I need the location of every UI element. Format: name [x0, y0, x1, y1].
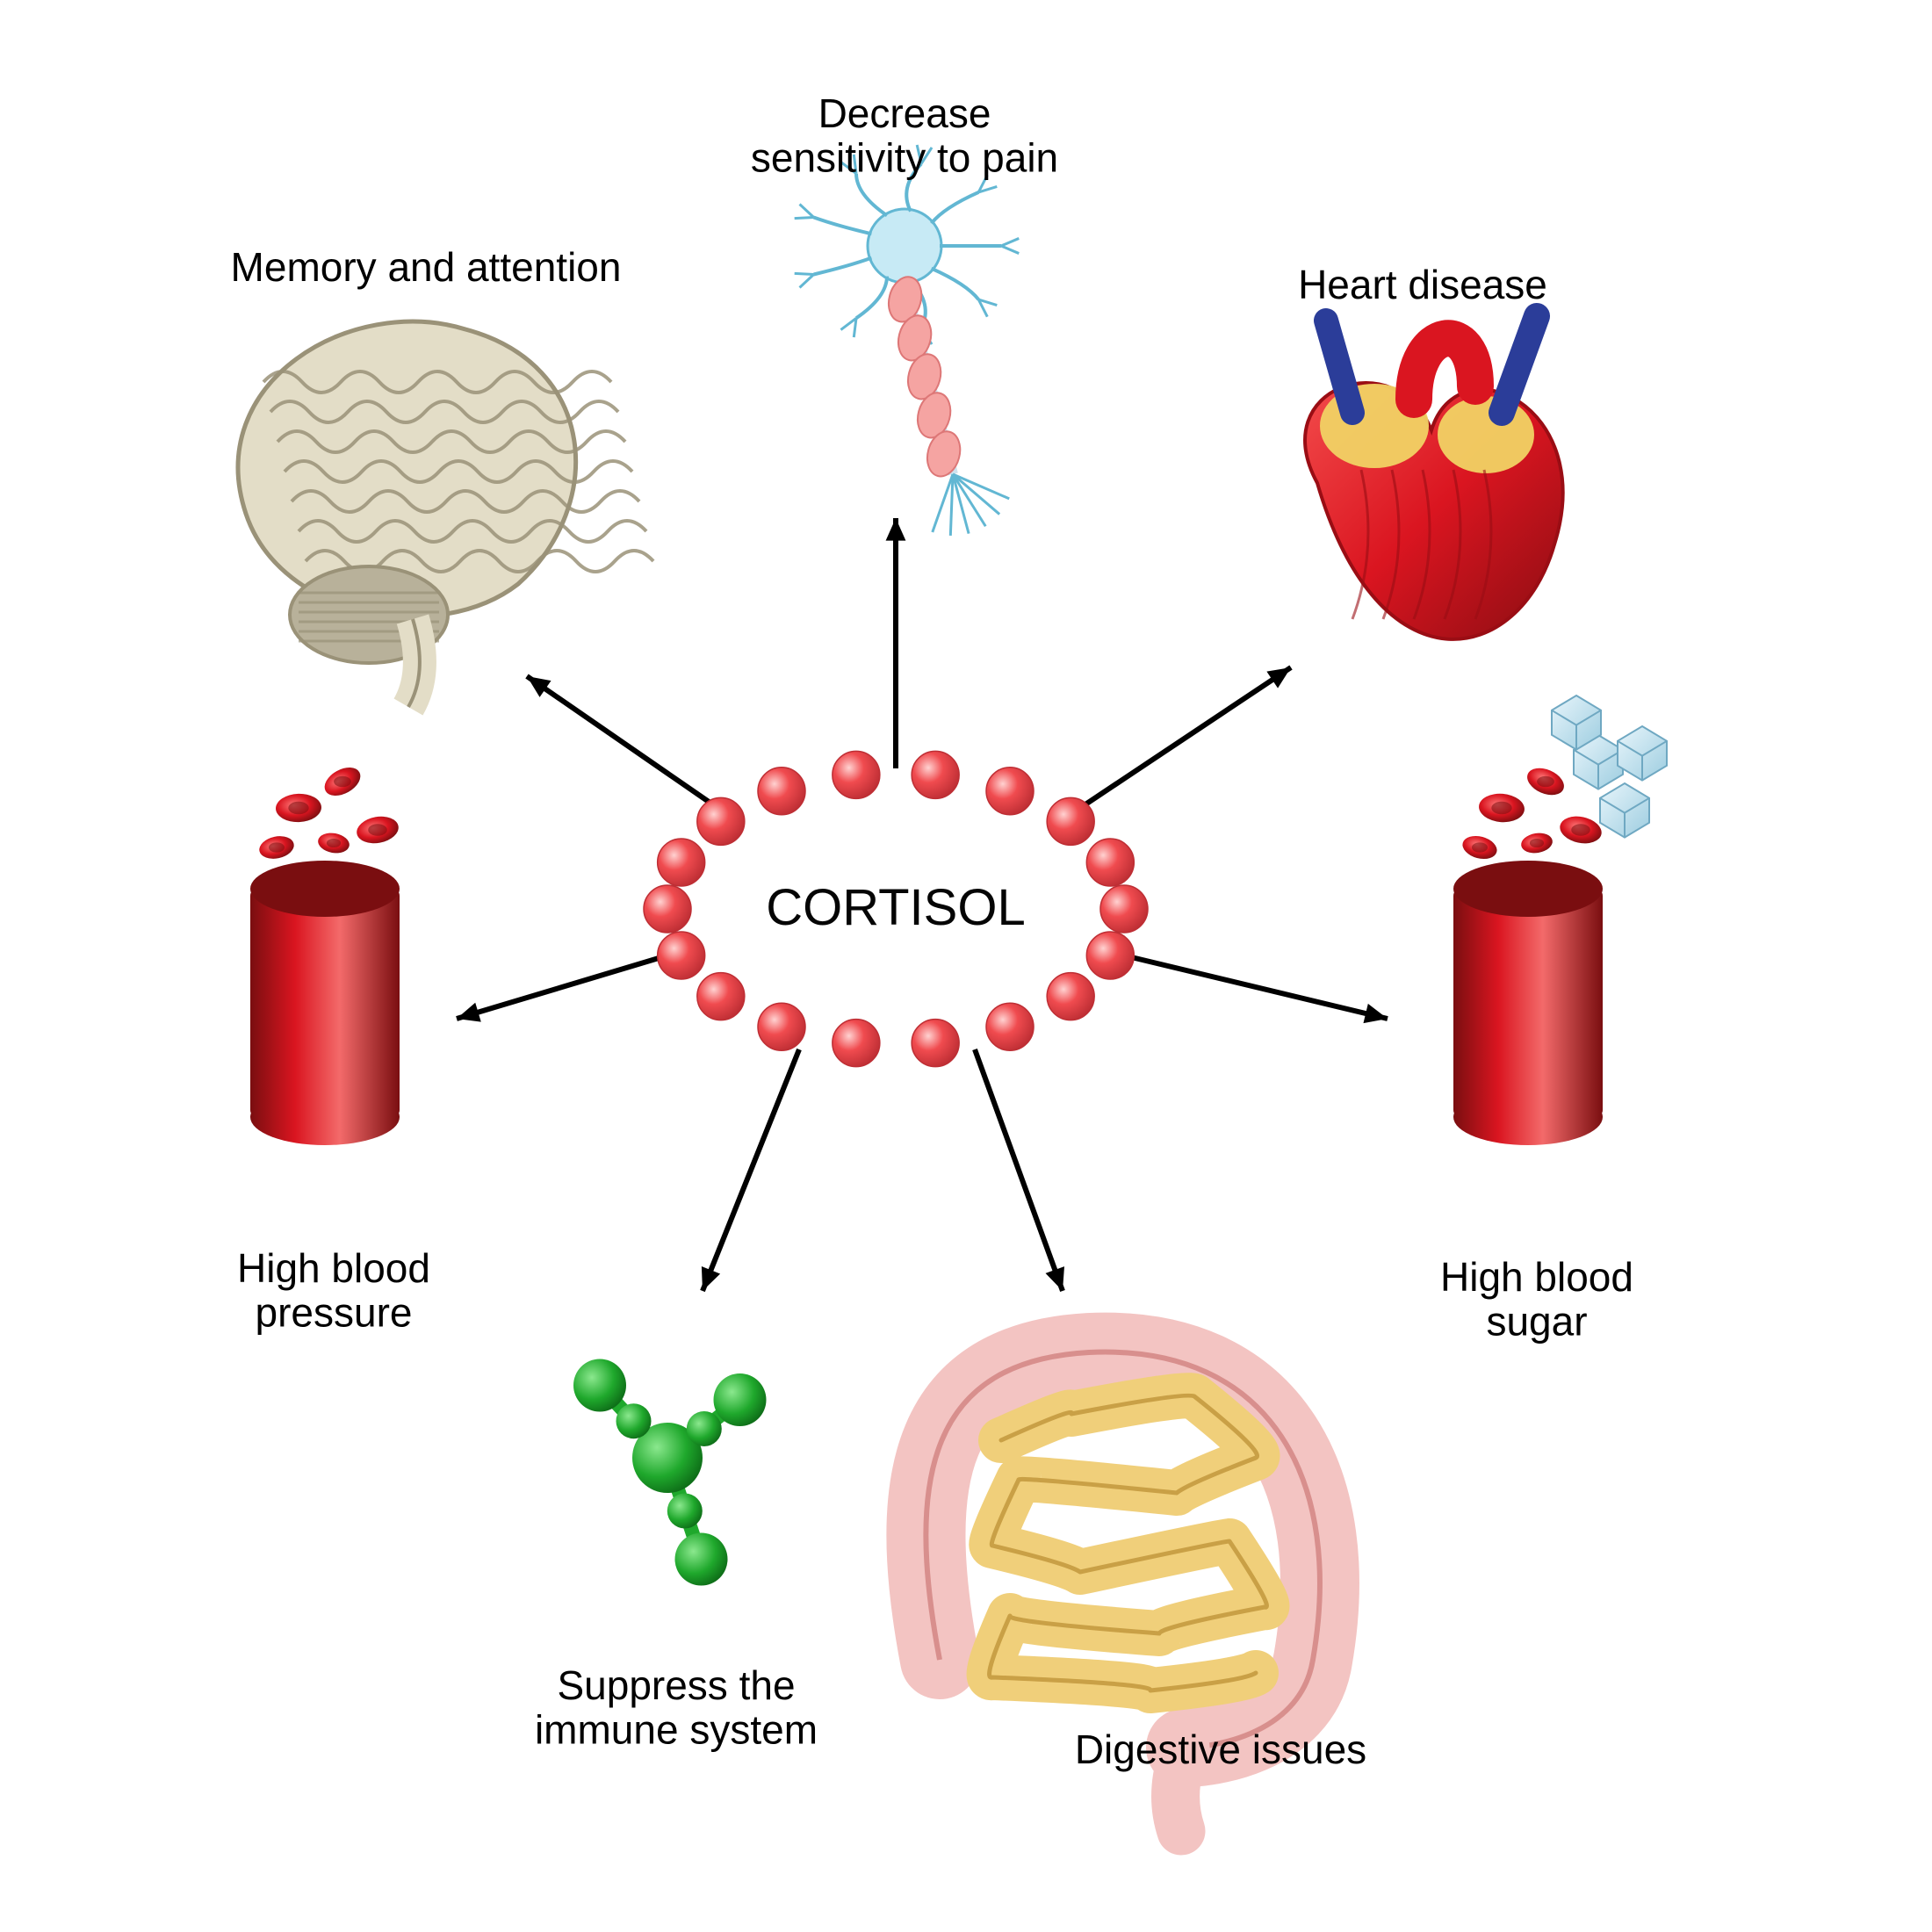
memory-label: Memory and attention [231, 244, 622, 290]
pressure-icon [250, 761, 400, 1145]
effect-icons [238, 145, 1667, 1831]
pressure-label: High bloodpressure [237, 1245, 430, 1336]
digestive-label: Digestive issues [1075, 1727, 1366, 1772]
immune-label: Suppress theimmune system [535, 1662, 818, 1753]
pain-label: Decreasesensitivity to pain [751, 90, 1058, 181]
cortisol-center: CORTISOL [644, 751, 1148, 1066]
immune-icon [573, 1359, 767, 1586]
sugar-label: High bloodsugar [1440, 1254, 1633, 1344]
sugar-icon [1453, 696, 1667, 1145]
center-label: CORTISOL [766, 879, 1025, 936]
cortisol-diagram: CORTISOL Decreasesensitivity to pain Hear… [0, 0, 1932, 1932]
pain-icon [795, 145, 1020, 536]
heart-icon [1305, 316, 1563, 639]
heart-label: Heart disease [1298, 262, 1547, 307]
memory-icon [238, 321, 653, 707]
